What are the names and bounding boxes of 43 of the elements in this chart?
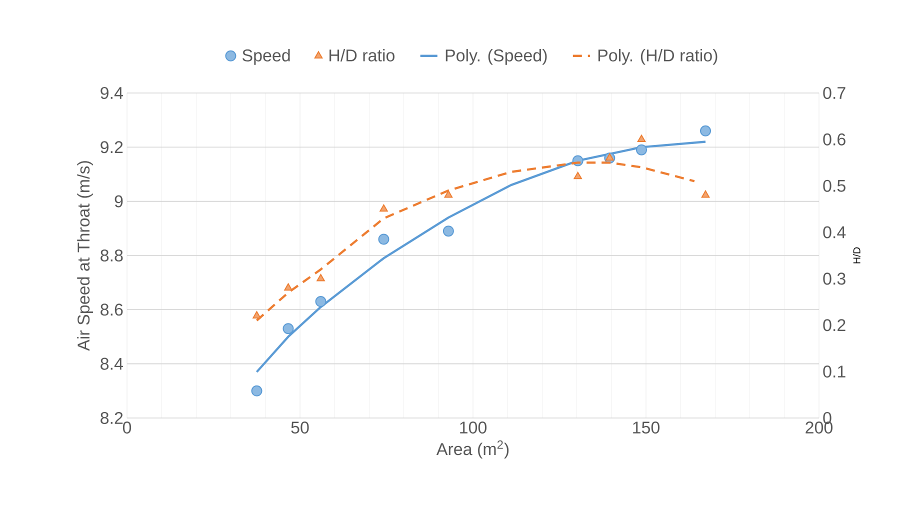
y2-tick-label: 0.7 <box>823 86 846 100</box>
x-axis-title: Area (m$^{2}$) <box>436 440 509 459</box>
y2-tick-label: 0.6 <box>823 133 846 146</box>
y2-tick-label: 0.5 <box>823 180 846 192</box>
y2-tick-label: 0.4 <box>823 226 846 238</box>
y-tick-label: 8.4 <box>100 358 123 370</box>
y-tick-label: 9.2 <box>100 141 123 154</box>
y-axis-title: Air Speed at Throat (m/s) <box>77 161 93 351</box>
y2-tick-label: 0.3 <box>823 272 846 285</box>
y-tick-label: 9 <box>114 195 123 208</box>
point <box>700 125 712 136</box>
point <box>442 226 454 237</box>
y-tick-label: 8.6 <box>100 304 123 316</box>
point <box>315 296 326 308</box>
point <box>606 153 614 161</box>
point <box>252 311 261 318</box>
point <box>444 190 453 198</box>
legend-label: Speed <box>242 48 290 65</box>
line-series <box>256 140 707 374</box>
legend-label: H/D ratio <box>330 48 394 62</box>
y2-tick-label: 0.2 <box>823 319 846 332</box>
legend-label: Poly. (H/D ratio) <box>598 48 718 65</box>
x-tick-label: 200 <box>806 422 833 434</box>
point <box>637 134 646 142</box>
x-tick-label: 50 <box>291 422 309 434</box>
y-tick-label: 8.8 <box>100 249 123 262</box>
x-tick-label: 0 <box>122 422 132 434</box>
point <box>574 172 582 180</box>
point <box>378 234 390 245</box>
point <box>284 283 292 291</box>
legend-label: Poly. (Speed) <box>446 48 547 65</box>
point <box>316 274 325 282</box>
y-tick-label: 8.2 <box>100 412 123 424</box>
y2-axis-title: H/D <box>853 247 860 264</box>
y2-tick-label: 0.1 <box>823 366 846 378</box>
point <box>251 385 262 396</box>
point <box>282 323 294 334</box>
y-tick-label: 9.4 <box>100 86 123 100</box>
x-tick-label: 150 <box>633 422 660 434</box>
point <box>701 190 710 198</box>
x-tick-label: 100 <box>460 422 487 434</box>
point <box>636 144 647 156</box>
point <box>380 204 388 212</box>
